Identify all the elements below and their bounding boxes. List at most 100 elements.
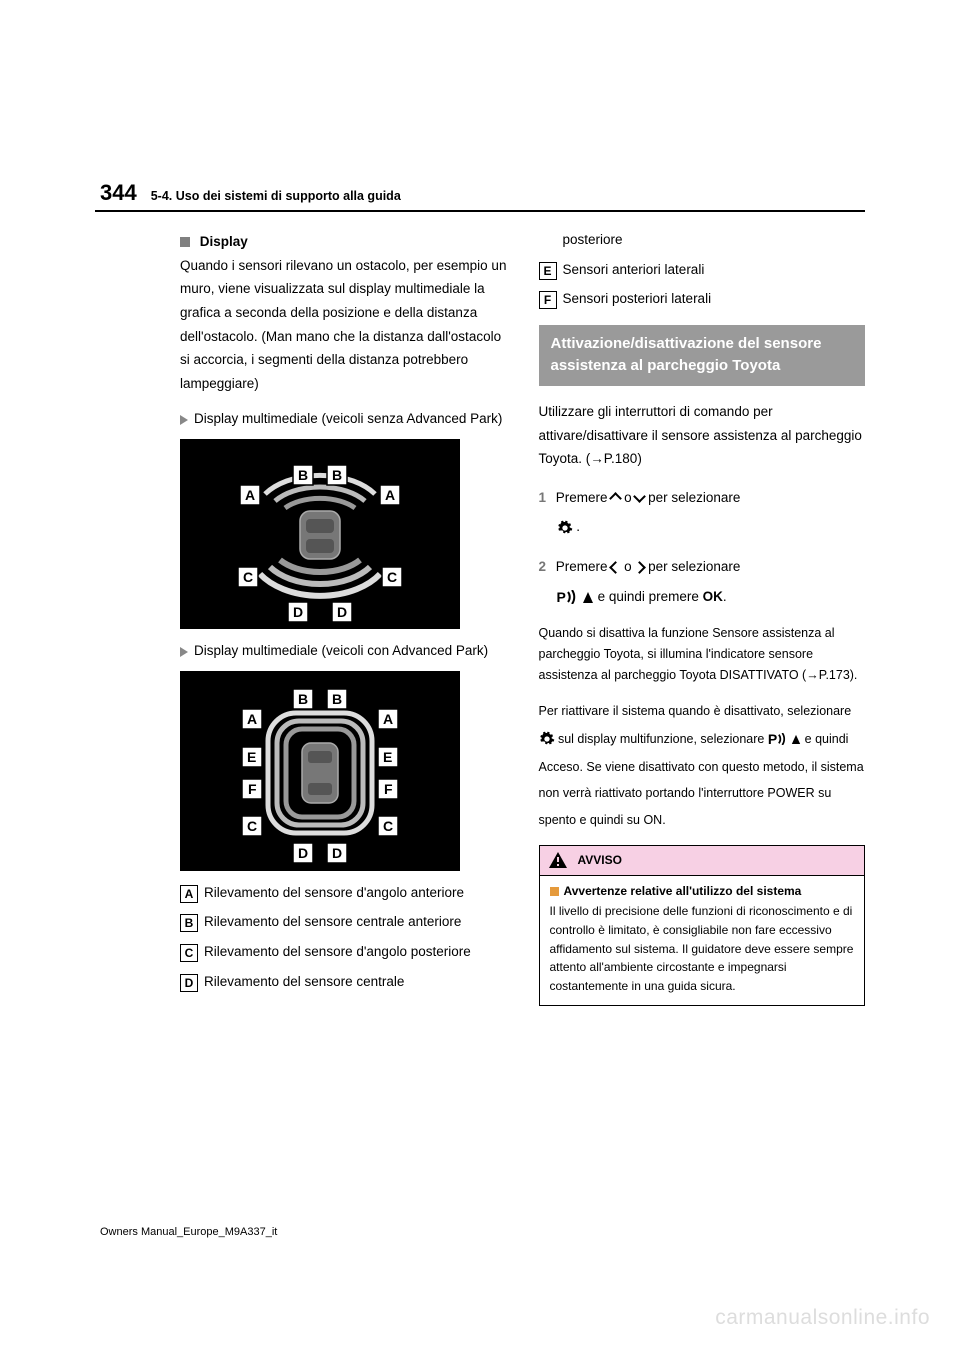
sensor-diagram-2: B B A A E E F F C C D D [180,671,460,871]
svg-text:C: C [247,818,257,834]
letter-a-icon: A [180,885,198,903]
bullet-without-park: Display multimediale (veicoli senza Adva… [180,407,507,431]
small2b: sul display multifunzione, selezionare [558,732,768,746]
page-container: 344 5-4. Uso dei sistemi di supporto all… [0,0,960,1358]
small1a: Quando si disattiva la funzione Sensore … [539,626,835,683]
svg-text:E: E [383,749,392,765]
p-icon: P [557,582,566,613]
avviso-subtitle-row: Avvertenze relative all'utilizzo del sis… [550,882,855,901]
chevron-left-icon [609,561,622,574]
avviso-header: AVVISO [540,846,865,876]
svg-text:D: D [293,604,303,620]
small2a: Per riattivare il sistema quando è disat… [539,704,852,718]
p-icon: P [768,725,777,754]
sensor-d-text: Rilevamento del sensore centrale [204,970,404,994]
ok-label: OK [703,589,723,604]
svg-text:D: D [332,845,342,861]
svg-text:D: D [337,604,347,620]
chevron-down-icon [633,490,646,503]
section-title: 5-4. Uso dei sistemi di supporto alla gu… [151,189,401,203]
diagram-svg-1: B B A A C C D D [180,439,460,629]
svg-text:A: A [245,487,255,503]
step-1-text-c: per selezionare [648,490,740,505]
chevron-right-icon [633,561,646,574]
step-2-num: 2 [539,559,547,574]
para-text-a: Utilizzare gli interruttori di comando p… [539,404,862,466]
page-header: 344 5-4. Uso dei sistemi di supporto all… [100,180,865,206]
sensor-b-text: Rilevamento del sensore centrale anterio… [204,910,461,934]
gear-icon-wrap [557,519,577,534]
p-sonar-icon-wrap: P [557,589,598,604]
small-note-1: Quando si disattiva la funzione Sensore … [539,623,866,687]
display-description: Quando i sensori rilevano un ostacolo, p… [180,254,507,396]
triangle-bullet-icon [180,647,188,657]
svg-text:F: F [384,781,393,797]
sensor-a-text: Rilevamento del sensore d'angolo anterio… [204,881,464,905]
right-column: posteriore E Sensori anteriori laterali … [539,230,866,1006]
svg-text:F: F [248,781,257,797]
sensor-diagram-1: B B A A C C D D [180,439,460,629]
letter-b-icon: B [180,914,198,932]
sensor-a-row: A Rilevamento del sensore d'angolo anter… [180,881,507,905]
svg-text:A: A [383,711,393,727]
bullet-with-park: Display multimediale (veicoli con Advanc… [180,639,507,663]
square-bullet-icon [180,237,190,247]
small-note-2: Per riattivare il sistema quando è disat… [539,698,866,832]
avviso-body: Avvertenze relative all'utilizzo del sis… [540,876,865,1006]
letter-d-icon: D [180,974,198,992]
svg-text:A: A [247,711,257,727]
sensor-b-row: B Rilevamento del sensore centrale anter… [180,910,507,934]
header-rule [95,210,865,212]
avviso-subtitle: Avvertenze relative all'utilizzo del sis… [564,884,802,898]
letter-e-icon: E [539,262,557,280]
page-number: 344 [100,180,137,206]
small1b: P.173). [819,668,858,682]
sensor-c-text: Rilevamento del sensore d'angolo posteri… [204,940,471,964]
display-heading-row: Display [180,230,507,254]
sensor-e-row: E Sensori anteriori laterali [539,258,866,282]
footer-text: Owners Manual_Europe_M9A337_it [100,1226,277,1238]
step-1-text-d: . [576,519,580,534]
activation-heading: Attivazione/disattivazione del sensore a… [539,325,866,386]
cone-icon [582,590,594,604]
step-2: 2 Premere o per selezionare P e quindi p… [539,552,866,613]
bullet-text-1: Display multimediale (veicoli senza Adva… [194,407,502,431]
para-text-b: P.180) [604,451,642,466]
gear-icon [557,520,573,536]
sonar-waves-icon [777,733,791,745]
step-1-text-a: Premere [556,490,612,505]
activation-para: Utilizzare gli interruttori di comando p… [539,400,866,471]
svg-text:D: D [298,845,308,861]
letter-c-icon: C [180,944,198,962]
display-heading: Display [200,234,248,249]
avviso-body-text: Il livello di precisione delle funzioni … [550,902,855,995]
svg-text:B: B [298,467,308,483]
sensor-c-row: C Rilevamento del sensore d'angolo poste… [180,940,507,964]
arrow-icon: → [590,451,604,466]
step-2-text-a: Premere [556,559,612,574]
step-1-num: 1 [539,490,547,505]
posteriore-continue: posteriore [539,228,866,252]
gear-icon [539,731,555,747]
svg-text:B: B [332,691,342,707]
watermark-text: carmanualsonline.info [715,1306,930,1330]
step-2-text-c: per selezionare [648,559,740,574]
svg-text:C: C [383,818,393,834]
bullet-text-2: Display multimediale (veicoli con Advanc… [194,639,488,663]
diagram-svg-2: B B A A E E F F C C D D [180,671,460,871]
sonar-waves-icon [566,590,582,604]
step-2-text-e: . [723,589,727,604]
sensor-f-row: F Sensori posteriori laterali [539,287,866,311]
chevron-up-icon [609,492,622,505]
svg-text:E: E [247,749,256,765]
avviso-box: AVVISO Avvertenze relative all'utilizzo … [539,845,866,1007]
svg-text:C: C [243,569,253,585]
letter-f-icon: F [539,291,557,309]
sensor-f-text: Sensori posteriori laterali [563,287,712,311]
orange-square-icon [550,887,559,896]
warning-triangle-icon [548,851,568,869]
left-column: Display Quando i sensori rilevano un ost… [95,230,507,1006]
sensor-e-text: Sensori anteriori laterali [563,258,705,282]
svg-text:B: B [332,467,342,483]
triangle-bullet-icon [180,415,188,425]
